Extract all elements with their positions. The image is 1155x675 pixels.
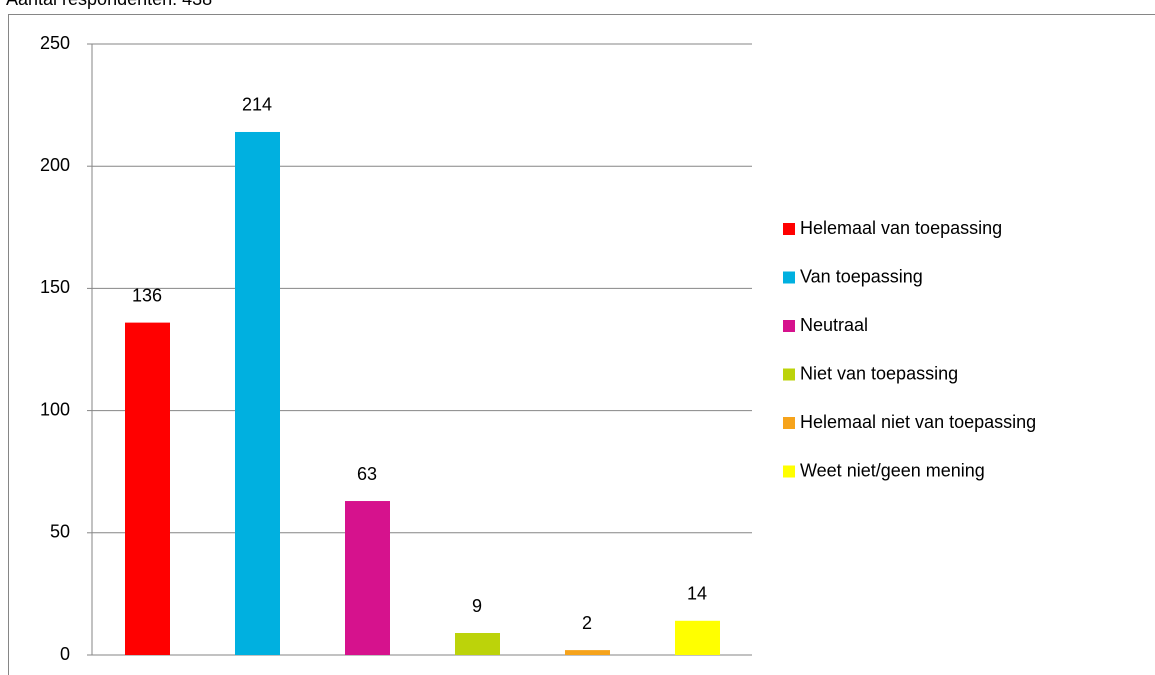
legend-swatch bbox=[783, 368, 795, 381]
legend-label: Neutraal bbox=[800, 315, 868, 335]
y-tick-label: 250 bbox=[40, 33, 70, 53]
data-label: 63 bbox=[357, 464, 377, 484]
chart-subtitle: Aantal respondenten: 438 bbox=[6, 0, 212, 9]
legend-label: Helemaal van toepassing bbox=[800, 218, 1002, 238]
chart-frame bbox=[8, 14, 1155, 675]
legend-swatch bbox=[783, 271, 795, 284]
y-tick-label: 0 bbox=[60, 644, 70, 664]
bar bbox=[455, 633, 500, 655]
y-tick-label: 200 bbox=[40, 155, 70, 175]
data-label: 2 bbox=[582, 613, 592, 633]
bar bbox=[565, 650, 610, 655]
bar bbox=[345, 501, 390, 655]
bar bbox=[675, 620, 720, 655]
legend-swatch bbox=[783, 417, 795, 429]
legend-swatch bbox=[783, 465, 795, 478]
bar bbox=[235, 131, 280, 655]
legend-swatch bbox=[783, 320, 795, 332]
legend-label: Niet van toepassing bbox=[800, 363, 958, 383]
legend-swatch bbox=[783, 223, 795, 235]
legend-label: Van toepassing bbox=[800, 266, 923, 286]
data-label: 136 bbox=[132, 285, 162, 305]
y-tick-label: 150 bbox=[40, 277, 70, 297]
legend-label: Helemaal niet van toepassing bbox=[800, 412, 1036, 432]
bar bbox=[125, 322, 170, 655]
y-tick-label: 50 bbox=[50, 522, 70, 542]
y-tick-label: 100 bbox=[40, 399, 70, 419]
data-label: 214 bbox=[242, 95, 272, 115]
data-label: 9 bbox=[472, 596, 482, 616]
data-label: 14 bbox=[687, 584, 707, 604]
legend-label: Weet niet/geen mening bbox=[800, 460, 985, 480]
